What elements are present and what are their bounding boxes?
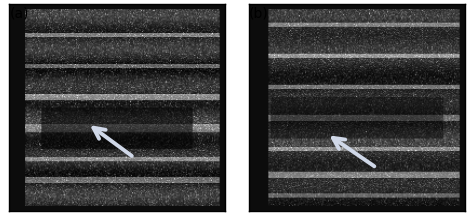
Text: (b): (b) (249, 6, 269, 20)
Text: (a): (a) (9, 6, 29, 20)
